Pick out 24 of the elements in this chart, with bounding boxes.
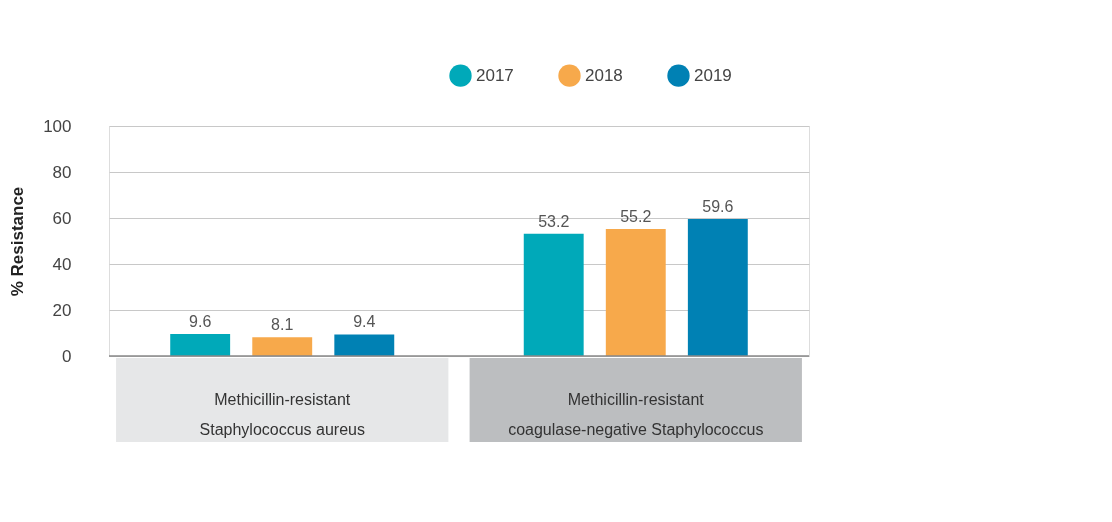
data-label: 59.6: [702, 197, 734, 215]
legend-label: 2017: [476, 65, 514, 85]
y-tick-label: 60: [52, 208, 72, 228]
legend-label: 2018: [585, 65, 623, 85]
y-tick-label: 100: [43, 116, 72, 136]
x-tick-label: Methicillin-resistant Staphylococcus aureus: [199, 391, 365, 438]
y-tick-label: 0: [62, 346, 72, 366]
legend-label: 2019: [694, 65, 732, 85]
bar: [523, 233, 584, 356]
y-tick-label: 40: [52, 254, 72, 274]
data-label: 8.1: [271, 316, 294, 334]
bar: [252, 337, 313, 356]
data-label: 9.4: [353, 313, 376, 331]
data-label: 9.6: [189, 312, 212, 330]
y-tick-label: 80: [52, 162, 72, 182]
x-tick-label: Methicillin-resistant coagulase-negative Staphylococcus: [508, 391, 764, 438]
y-tick-label: 20: [52, 300, 72, 320]
bar: [170, 333, 231, 356]
data-label: 55.2: [620, 208, 652, 226]
bar: [687, 218, 748, 356]
bar: [605, 229, 666, 356]
data-label: 53.2: [538, 212, 570, 230]
y-axis-title: % Resistance: [8, 186, 28, 297]
bar: [334, 334, 395, 356]
